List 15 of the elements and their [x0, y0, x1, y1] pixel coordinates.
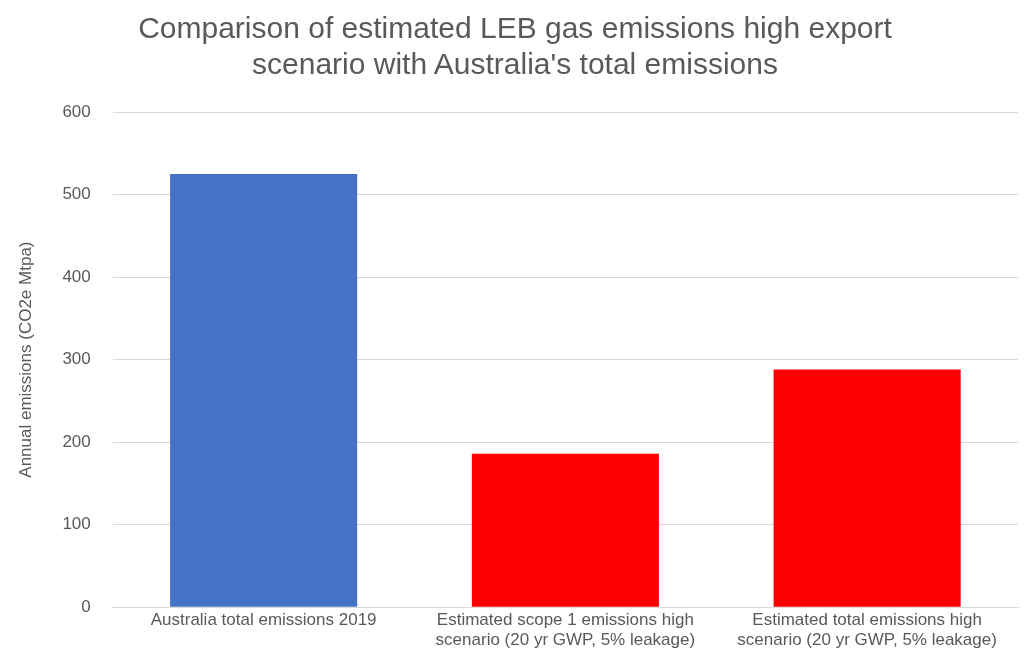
bar: [471, 453, 659, 607]
x-tick-label: Estimated scope 1 emissions high scenario (20 yr GWP, 5% leakage): [435, 610, 696, 650]
chart-title: Comparison of estimated LEB gas emissions high export scenario with Australia's total emissions: [138, 11, 893, 81]
y-tick-label: 0: [81, 596, 91, 616]
y-tick-label: 500: [62, 184, 91, 204]
y-axis-title: Annual emissions (CO2e Mtpa): [15, 241, 35, 478]
bar: [170, 173, 358, 607]
y-tick-label: 100: [62, 514, 91, 534]
y-tick-label: 300: [62, 349, 91, 369]
y-tick-label: 200: [62, 431, 91, 451]
y-tick-label: 600: [62, 101, 91, 121]
x-tick-label: Australia total emissions 2019: [150, 610, 377, 630]
y-tick-label: 400: [62, 266, 91, 286]
bar: [773, 369, 961, 607]
x-tick-label: Estimated total emissions high scenario (20 yr GWP, 5% leakage): [737, 610, 997, 650]
